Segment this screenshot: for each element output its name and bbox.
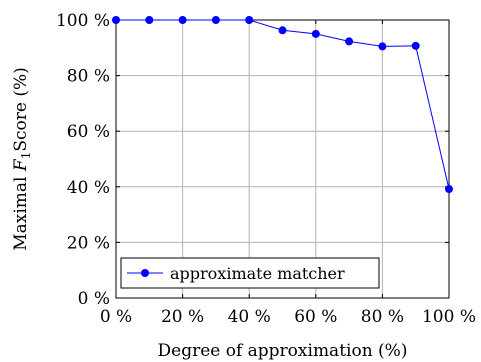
x-axis-ticks: 0 % 20 % 40 % 60 % 80 % 100 % (100, 20, 476, 327)
y-axis-label-sub: 1 (19, 152, 33, 160)
x-tick-label: 20 % (161, 307, 204, 327)
x-tick-label: 0 % (100, 307, 132, 327)
x-axis-label: Degree of approximation (%) (158, 341, 408, 361)
y-tick-label: 0 % (78, 289, 110, 309)
data-point (211, 16, 220, 24)
data-point (411, 41, 420, 50)
data-point (178, 16, 187, 24)
y-axis-label-suffix: Score (%) (11, 67, 31, 151)
x-tick-label: 100 % (422, 307, 476, 327)
y-axis-label-prefix: Maximal (11, 171, 31, 251)
data-point (445, 185, 453, 194)
x-tick-label: 40 % (228, 307, 271, 327)
series-layer (112, 16, 453, 194)
y-tick-label: 80 % (67, 67, 110, 87)
legend-label: approximate matcher (170, 264, 345, 283)
legend: approximate matcher (120, 257, 380, 289)
legend-marker (141, 269, 149, 277)
x-tick-label: 80 % (361, 307, 404, 327)
plot-frame (115, 19, 450, 299)
legend-box (120, 257, 380, 289)
grid-lines (115, 19, 450, 299)
data-point (378, 42, 387, 51)
y-tick-label: 40 % (67, 178, 110, 198)
y-tick-label: 60 % (67, 122, 110, 142)
data-point (311, 29, 320, 38)
data-point (112, 16, 120, 24)
y-tick-label: 20 % (67, 233, 110, 253)
y-axis-ticks: 0 % 20 % 40 % 60 % 80 % 100 % (56, 11, 449, 309)
data-point (345, 37, 354, 46)
data-point (245, 16, 254, 24)
y-tick-label: 100 % (56, 11, 110, 31)
data-point (145, 16, 154, 24)
y-axis-label: Maximal F1Score (%) (11, 67, 33, 251)
y-axis-label-italic: F (11, 158, 31, 172)
series-line (116, 19, 450, 190)
data-point (278, 26, 287, 35)
x-tick-label: 60 % (294, 307, 337, 327)
